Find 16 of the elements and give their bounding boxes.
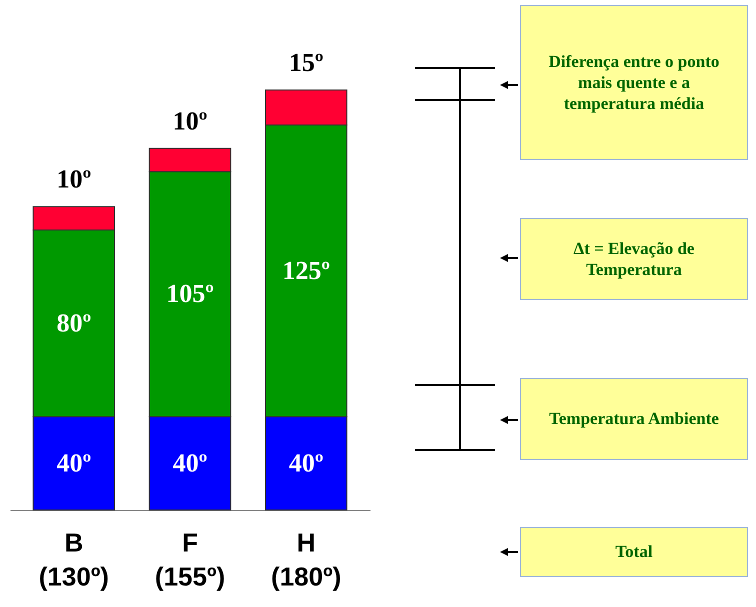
data-label: 40º (172, 448, 208, 478)
x-tick-label: B (130º) (38, 528, 109, 592)
x-tick-label: H (180º) (271, 528, 342, 592)
text: Temperatura Ambiente (520, 378, 748, 460)
data-label: 10º (172, 106, 208, 136)
data-label: 15º (288, 48, 324, 77)
text: Diferença entre o ponto mais quente e a temperatura média (520, 5, 748, 160)
x-tick-label: F (155º) (154, 528, 226, 592)
text: Δt = Elevação de Temperatura (520, 218, 748, 300)
data-label: 80º (56, 308, 92, 338)
data-label: 105º (166, 279, 214, 308)
data-label: 10º (56, 164, 92, 194)
data-label: 40º (56, 448, 92, 478)
data-label: 125º (282, 256, 330, 285)
text: Total (520, 527, 748, 577)
data-label: 40º (288, 448, 324, 478)
